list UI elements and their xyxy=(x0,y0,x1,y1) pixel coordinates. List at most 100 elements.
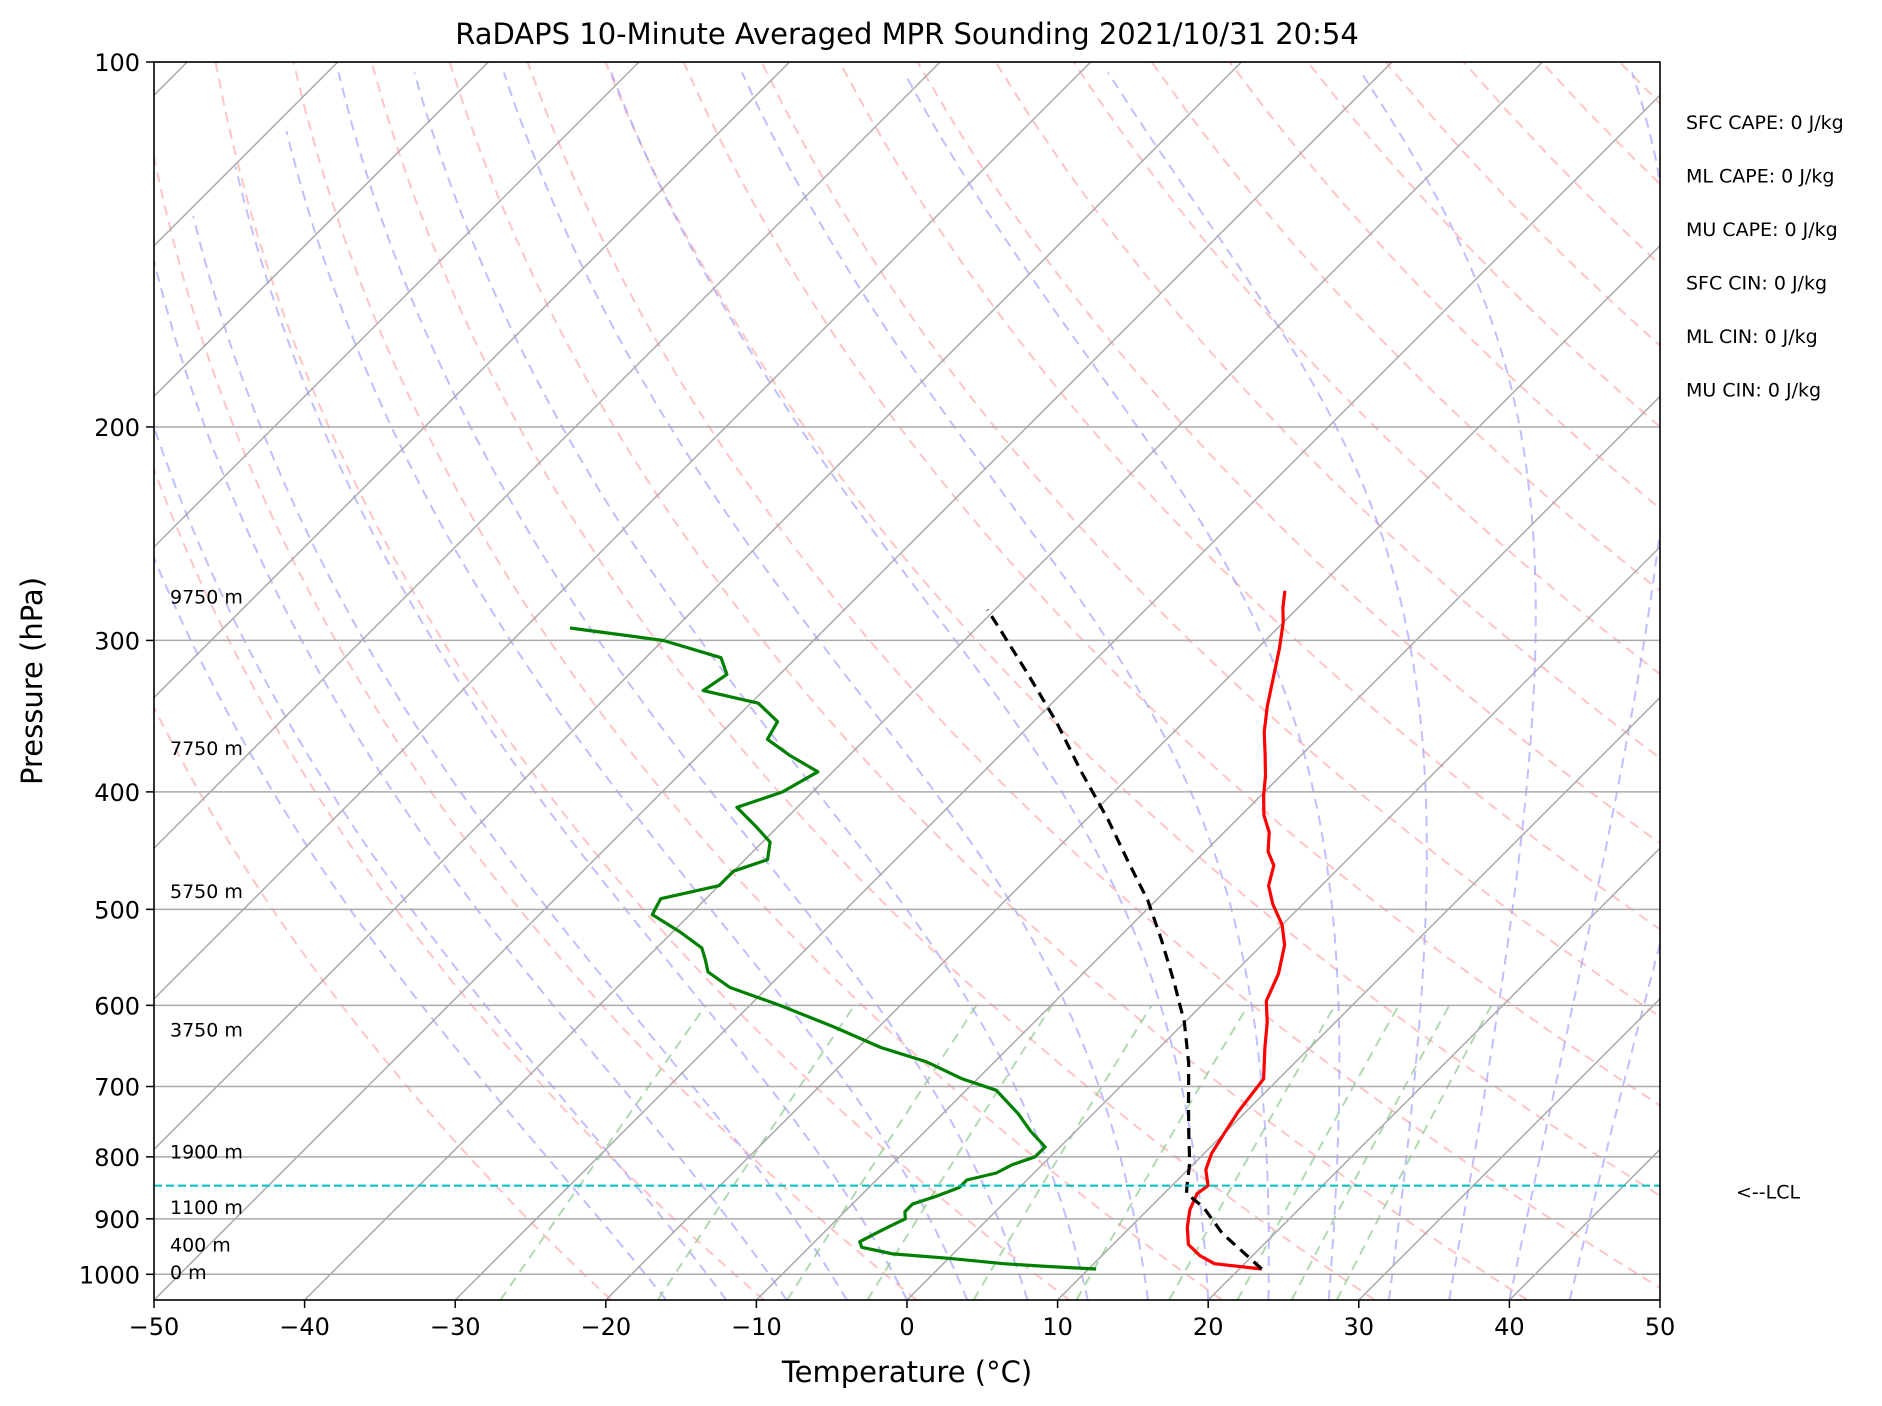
moist-adiabat xyxy=(234,166,908,1300)
moist-adiabat xyxy=(1107,71,1428,1300)
y-tick-label: 700 xyxy=(94,1074,140,1102)
isotherm xyxy=(1358,997,1660,1300)
dry-adiabat xyxy=(1698,62,1882,1300)
index-text: SFC CAPE: 0 J/kg xyxy=(1686,112,1844,134)
isotherm xyxy=(154,62,791,699)
moist-adiabat xyxy=(285,130,969,1300)
mixing-ratio-line xyxy=(656,1004,856,1300)
dry-adiabat xyxy=(1072,62,1660,676)
y-tick-label: 800 xyxy=(94,1144,140,1172)
x-tick-label: 40 xyxy=(1494,1313,1525,1341)
dry-adiabat xyxy=(760,62,1660,1018)
isotherm xyxy=(154,62,1242,1151)
lcl-group: <--LCL xyxy=(154,1182,1800,1204)
x-tick-label: 50 xyxy=(1645,1313,1676,1341)
x-axis-label: Temperature (°C) xyxy=(781,1355,1032,1389)
isotherm xyxy=(454,94,1660,1300)
dry-adiabat xyxy=(154,466,765,1300)
isotherm xyxy=(755,395,1660,1300)
height-label: 7750 m xyxy=(170,738,243,760)
dry-adiabat xyxy=(154,152,918,1300)
moist-adiabat xyxy=(1568,939,1660,1300)
isotherm xyxy=(304,62,1544,1300)
dry-adiabat xyxy=(1384,62,1660,347)
moist-adiabat xyxy=(337,72,1029,1300)
x-tick-label: −50 xyxy=(129,1313,180,1341)
isotherm xyxy=(1508,1148,1660,1300)
mixing-ratio-line xyxy=(1236,1004,1400,1300)
isotherm xyxy=(1057,696,1660,1300)
moist-adiabat xyxy=(1508,72,1660,1300)
dry-adiabat xyxy=(526,62,1660,1289)
mixing-ratio-line xyxy=(499,1004,707,1300)
x-tick-label: 10 xyxy=(1042,1313,1073,1341)
index-text: ML CAPE: 0 J/kg xyxy=(1686,166,1834,188)
index-text: MU CAPE: 0 J/kg xyxy=(1686,219,1838,241)
height-labels: 9750 m 7750 m 5750 m 3750 m 1900 m 1100 m 400 … xyxy=(170,587,243,1285)
moist-adiabat xyxy=(192,215,848,1300)
mixing-ratio-line xyxy=(786,1004,978,1300)
y-tick-label: 100 xyxy=(94,49,140,77)
moist-adiabat xyxy=(741,71,1270,1300)
moist-adiabat xyxy=(154,260,788,1300)
moist-adiabat xyxy=(903,71,1341,1300)
height-label: 9750 m xyxy=(170,587,243,609)
series-group xyxy=(569,590,1287,1271)
mixing-ratio-line xyxy=(972,1004,1153,1300)
lcl-label: <--LCL xyxy=(1736,1182,1800,1204)
series-line-0 xyxy=(1185,590,1287,1271)
dry-adiabat xyxy=(1540,62,1660,186)
isotherm xyxy=(154,62,941,850)
index-text: SFC CIN: 0 J/kg xyxy=(1686,273,1827,295)
height-label: 400 m xyxy=(170,1235,231,1257)
height-label: 0 m xyxy=(170,1262,207,1284)
dry-adiabat xyxy=(1228,62,1660,510)
index-text: ML CIN: 0 J/kg xyxy=(1686,326,1818,348)
x-axis: −50 −40 −30 −20 −10 0 10 20 30 40 50 xyxy=(129,1300,1676,1341)
series-line-1 xyxy=(569,626,1097,1271)
background-lines xyxy=(154,62,1882,1300)
isotherm xyxy=(605,244,1660,1300)
dry-adiabat xyxy=(994,62,1660,760)
y-tick-label: 400 xyxy=(94,779,140,807)
isotherm xyxy=(906,545,1660,1300)
dry-adiabat xyxy=(682,62,1660,1107)
y-axis-label: Pressure (hPa) xyxy=(15,577,49,785)
moist-adiabat xyxy=(610,72,1210,1300)
x-tick-label: 0 xyxy=(899,1313,914,1341)
grid xyxy=(154,62,1660,1300)
mixing-ratio-line xyxy=(1290,1004,1451,1300)
height-label: 1900 m xyxy=(170,1142,243,1164)
dry-adiabat xyxy=(292,62,1223,1300)
dry-adiabat xyxy=(154,705,612,1300)
dry-adiabat xyxy=(1150,62,1660,593)
y-tick-label: 300 xyxy=(94,627,140,655)
x-tick-label: −10 xyxy=(731,1313,782,1341)
isotherm xyxy=(154,62,339,247)
isotherm xyxy=(154,62,1393,1300)
height-label: 1100 m xyxy=(170,1197,243,1219)
series-line-2 xyxy=(986,608,1263,1271)
height-label: 3750 m xyxy=(170,1019,243,1041)
moist-adiabat xyxy=(413,72,1089,1300)
isotherm xyxy=(154,62,1092,1000)
isotherm xyxy=(1659,1298,1660,1300)
x-tick-label: −20 xyxy=(580,1313,631,1341)
mixing-ratio-line xyxy=(1335,1004,1493,1300)
y-tick-label: 200 xyxy=(94,414,140,442)
mixing-ratio-line xyxy=(866,1004,1053,1300)
indices-panel: SFC CAPE: 0 J/kg ML CAPE: 0 J/kg MU CAPE: … xyxy=(1686,112,1844,402)
y-tick-label: 500 xyxy=(94,896,140,924)
y-tick-label: 1000 xyxy=(79,1261,140,1289)
x-tick-label: 20 xyxy=(1193,1313,1224,1341)
isotherm xyxy=(154,62,489,398)
moist-adiabat xyxy=(154,555,667,1300)
isotherm xyxy=(154,62,640,549)
x-tick-label: −40 xyxy=(279,1313,330,1341)
isotherm xyxy=(1207,847,1660,1300)
dry-adiabat xyxy=(370,62,1376,1300)
dry-adiabat xyxy=(838,62,1660,931)
moist-adiabat xyxy=(502,72,1149,1300)
dry-adiabat xyxy=(604,62,1660,1197)
height-label: 5750 m xyxy=(170,881,243,903)
